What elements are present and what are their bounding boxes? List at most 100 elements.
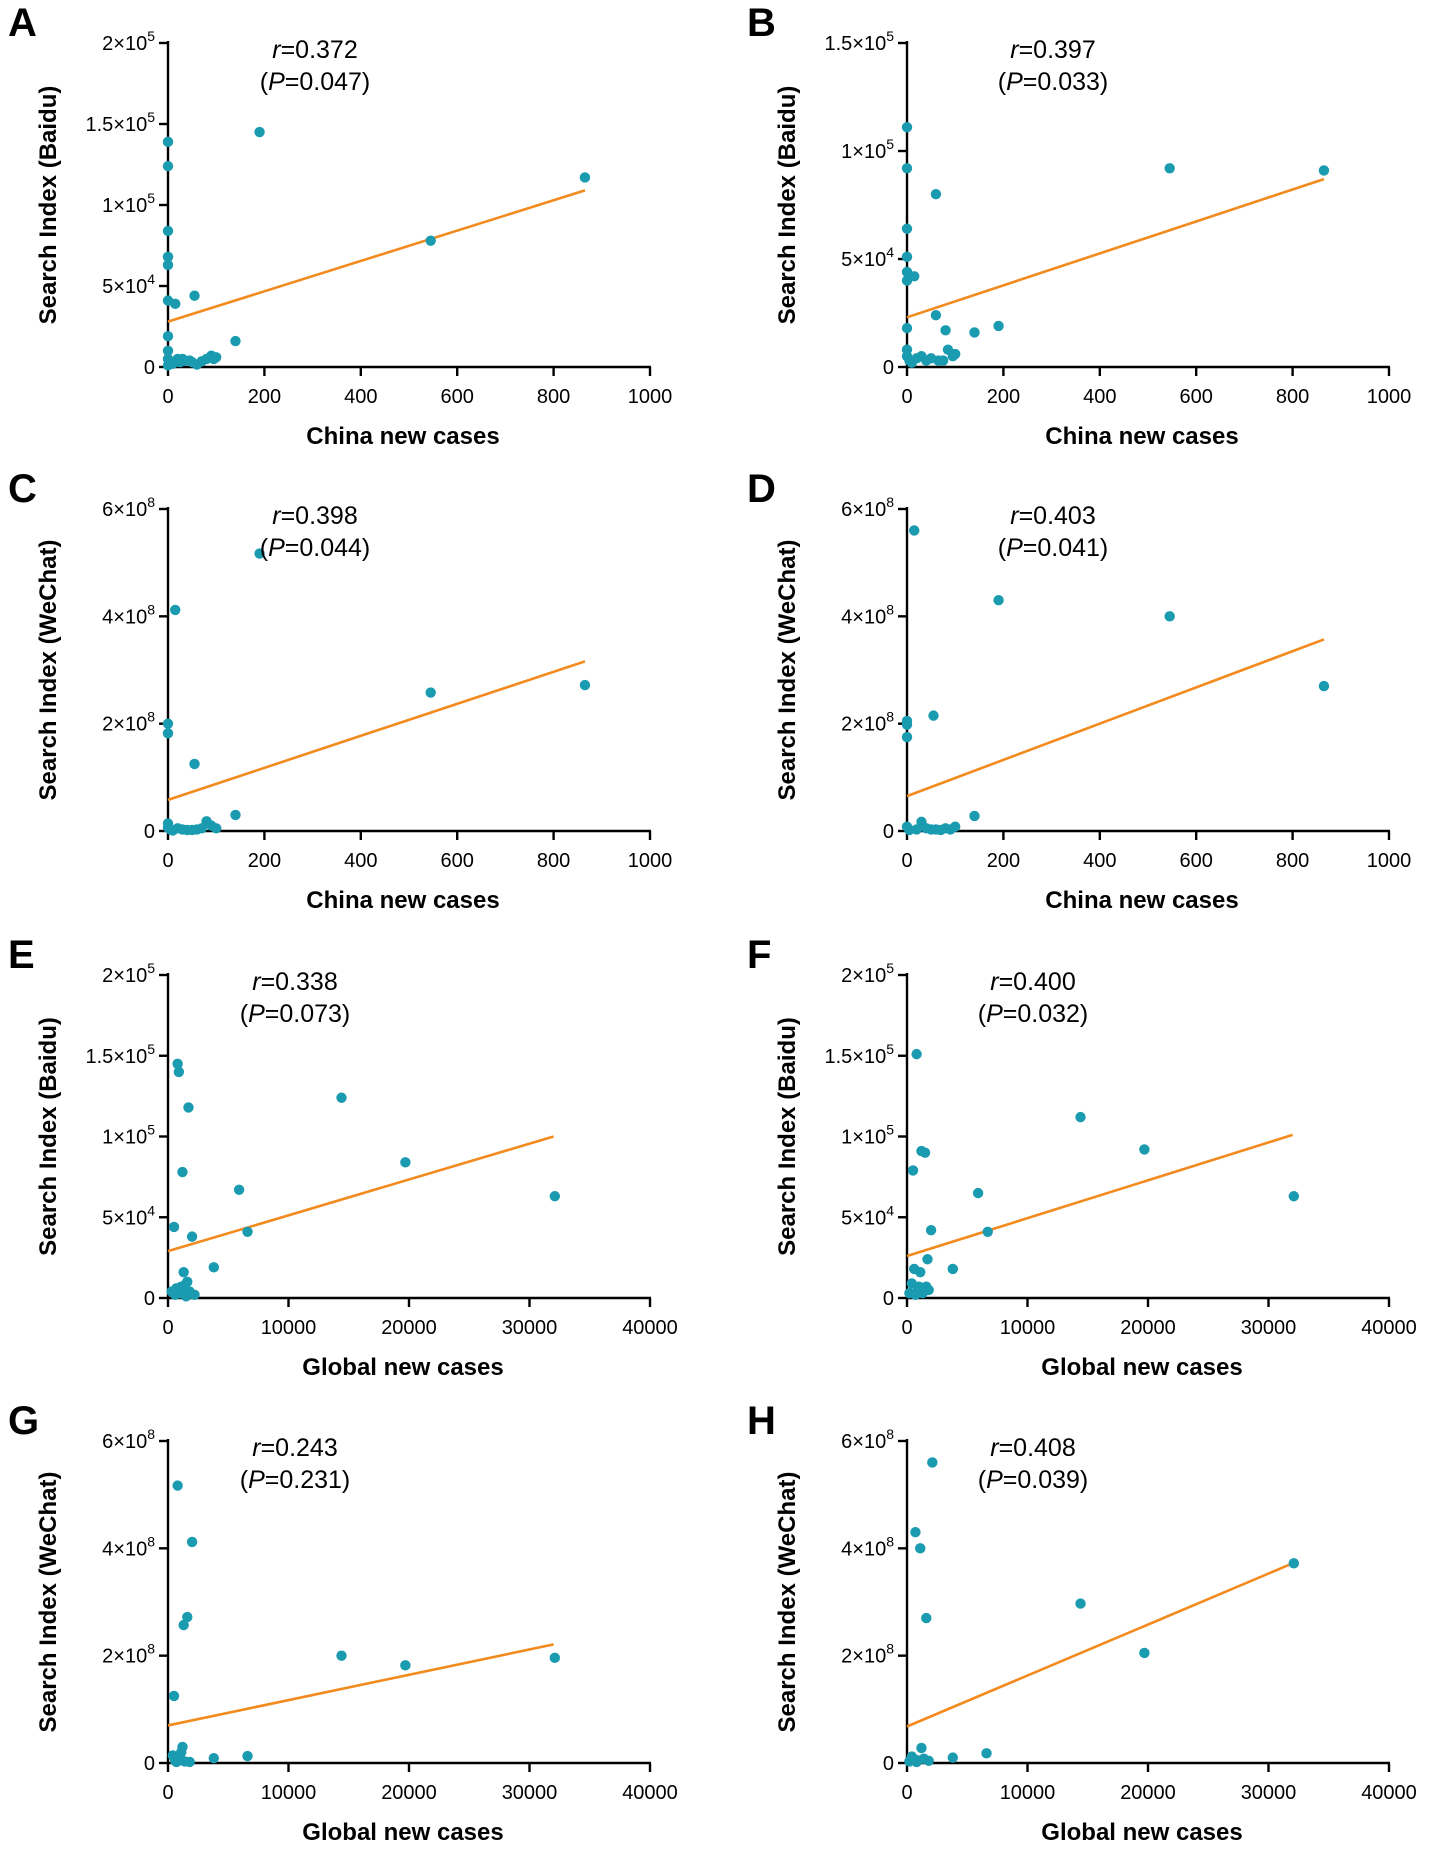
x-tick-label: 40000 — [1361, 1317, 1417, 1339]
x-axis-title: China new cases — [1045, 423, 1238, 450]
stat-r-value: =0.372 — [281, 36, 358, 64]
x-tick-label: 0 — [901, 1782, 912, 1804]
panel-letter: H — [747, 1399, 776, 1443]
x-tick-label: 800 — [1276, 850, 1309, 872]
panel-letter: B — [747, 1, 776, 45]
data-point — [901, 251, 913, 263]
stat-r-value: =0.243 — [261, 1434, 338, 1462]
y-tick-label: 1×105 — [102, 1122, 155, 1149]
x-tick-label: 0 — [162, 1317, 173, 1339]
regression-line — [167, 189, 586, 323]
stat-r-value: =0.403 — [1019, 502, 1096, 530]
y-tick-exponent: 8 — [147, 1426, 155, 1442]
data-point — [901, 731, 913, 743]
stat-p-symbol: P — [1006, 68, 1023, 96]
stat-r-symbol: r — [990, 1434, 1000, 1462]
y-tick-exponent: 8 — [147, 601, 155, 617]
stat-p-open: ( — [978, 1466, 987, 1494]
y-tick-base: 4×10 — [102, 1538, 147, 1560]
y-tick-label: 1.5×105 — [824, 1041, 894, 1068]
x-tick-label: 200 — [987, 386, 1020, 408]
data-point — [177, 1741, 188, 1753]
y-tick-base: 1×10 — [841, 141, 886, 163]
stat-r: r=0.372 — [272, 36, 358, 64]
y-tick-label: 4×108 — [102, 601, 155, 628]
y-tick-base: 1.5×10 — [824, 33, 886, 55]
stat-r-symbol: r — [1010, 502, 1020, 530]
y-tick-label: 1×105 — [841, 1122, 894, 1149]
data-point — [947, 1263, 958, 1275]
data-point — [923, 1755, 934, 1767]
y-tick-label: 6×108 — [102, 494, 155, 521]
data-point — [400, 1660, 411, 1671]
stat-r: r=0.243 — [252, 1434, 338, 1462]
stat-r-value: =0.398 — [281, 502, 358, 530]
y-tick-base: 2×10 — [841, 965, 886, 987]
data-point — [930, 189, 942, 200]
regression-line — [906, 638, 1325, 798]
stat-p-value: =0.231) — [265, 1466, 351, 1494]
data-point — [1164, 163, 1175, 174]
data-point — [916, 1742, 927, 1754]
y-tick-base: 2×10 — [841, 714, 886, 736]
data-point — [921, 1612, 932, 1624]
data-point — [230, 809, 241, 821]
y-tick-label: 2×105 — [102, 960, 155, 987]
y-tick-exponent: 8 — [147, 1641, 155, 1657]
panel-h: H0 10000 20000 30000 4000002×1084×1086×108Gl… — [747, 1399, 1417, 1846]
y-tick-base: 5×10 — [102, 1207, 147, 1229]
y-tick-base: 2×10 — [102, 714, 147, 736]
y-tick-base: 0 — [883, 1288, 894, 1310]
data-point — [168, 1690, 180, 1702]
stat-p-open: ( — [260, 534, 269, 562]
data-point — [189, 290, 200, 301]
panel-d: D0 200 400 600 800 100002×1084×1086×108China … — [747, 467, 1411, 914]
data-point — [1288, 1191, 1300, 1202]
panel-letter: G — [8, 1399, 39, 1443]
data-point — [254, 126, 265, 138]
stat-r: r=0.408 — [990, 1434, 1076, 1462]
stat-p-symbol: P — [986, 1000, 1003, 1028]
x-tick-label: 200 — [987, 850, 1020, 872]
regression-line — [167, 1643, 554, 1727]
data-point — [579, 172, 591, 183]
data-point — [170, 298, 181, 310]
data-point — [162, 718, 174, 729]
data-point — [937, 355, 949, 366]
data-point — [162, 251, 174, 263]
x-tick-label: 10000 — [261, 1782, 317, 1804]
data-point — [969, 810, 980, 822]
panel-letter: E — [8, 933, 35, 977]
y-tick-base: 0 — [883, 821, 894, 843]
y-axis-title: Search Index (WeChat) — [35, 540, 62, 801]
data-point — [208, 1752, 219, 1764]
y-axis-title: Search Index (WeChat) — [774, 540, 801, 801]
stat-p-value: =0.033) — [1023, 68, 1109, 96]
data-point — [242, 1226, 253, 1237]
stat-p: (P=0.044) — [260, 534, 371, 562]
data-point — [182, 1276, 193, 1288]
stat-r-symbol: r — [272, 502, 282, 530]
stat-p-open: ( — [240, 1466, 249, 1494]
y-tick-exponent: 5 — [147, 1041, 155, 1057]
data-point — [1075, 1598, 1086, 1609]
data-point — [186, 1536, 198, 1548]
data-point — [1139, 1647, 1150, 1659]
y-tick-label: 1.5×105 — [85, 1041, 155, 1068]
stat-p: (P=0.073) — [240, 1000, 351, 1028]
x-tick-label: 30000 — [502, 1317, 558, 1339]
data-point — [208, 1262, 219, 1273]
stat-p-value: =0.039) — [1003, 1466, 1089, 1494]
data-point — [186, 1231, 198, 1242]
regression-line — [167, 1135, 554, 1253]
data-point — [173, 1066, 185, 1078]
y-tick-exponent: 5 — [886, 136, 894, 152]
y-tick-exponent: 8 — [886, 494, 894, 510]
y-tick-label: 0 — [144, 1753, 155, 1775]
x-tick-label: 600 — [1180, 850, 1213, 872]
y-tick-exponent: 5 — [886, 1041, 894, 1057]
x-axis-title: Global new cases — [302, 1354, 503, 1381]
stat-r-value: =0.397 — [1019, 36, 1096, 64]
y-tick-label: 1×105 — [841, 136, 894, 163]
data-point — [177, 1166, 188, 1178]
